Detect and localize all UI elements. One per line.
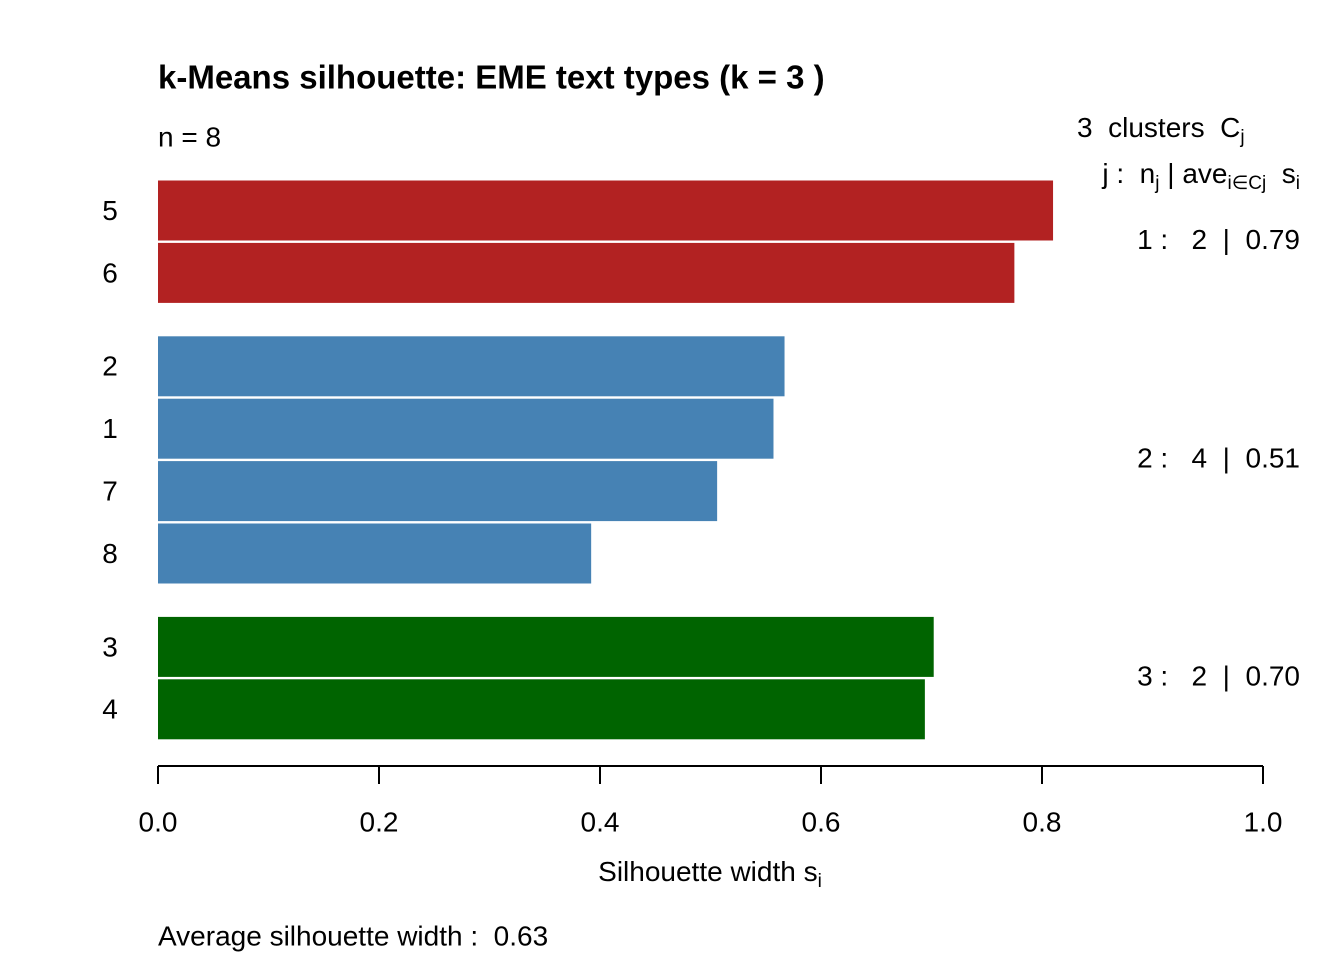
bar — [158, 336, 785, 397]
bar — [158, 180, 1054, 241]
row-label: 5 — [102, 195, 118, 226]
subscript: i — [1296, 173, 1300, 194]
text-part: s — [1266, 158, 1296, 189]
cluster-summary: 2 : 4 | 0.51 — [1137, 442, 1300, 473]
rich-text: 3 clusters Cj — [1077, 112, 1245, 148]
row-label: 8 — [102, 538, 118, 569]
subscript: j — [1239, 127, 1244, 148]
row-label: 4 — [102, 694, 118, 725]
x-tick-label: 0.2 — [360, 806, 399, 837]
row-label: 7 — [102, 475, 118, 506]
bar — [158, 242, 1015, 303]
bar — [158, 461, 718, 522]
subscript: i — [818, 871, 822, 892]
x-tick-label: 0.0 — [139, 806, 178, 837]
bar — [158, 616, 934, 677]
bar — [158, 679, 925, 740]
subtitle: n = 8 — [158, 121, 221, 152]
row-label: 2 — [102, 351, 118, 382]
bar — [158, 398, 774, 459]
x-tick-label: 0.6 — [802, 806, 841, 837]
row-label: 6 — [102, 257, 118, 288]
x-tick-label: 1.0 — [1244, 806, 1283, 837]
x-tick-label: 0.8 — [1023, 806, 1062, 837]
cluster-summary: 3 : 2 | 0.70 — [1137, 660, 1300, 691]
rich-text: j : nj | avei∈Cj si — [1101, 158, 1300, 194]
footer: Average silhouette width : 0.63 — [158, 920, 548, 951]
text-part: | ave — [1160, 158, 1228, 189]
text-part: j : n — [1101, 158, 1155, 189]
x-tick-label: 0.4 — [581, 806, 620, 837]
row-label: 1 — [102, 413, 118, 444]
bar — [158, 523, 592, 584]
subscript: j — [1154, 173, 1159, 194]
text-part: Silhouette width s — [598, 856, 817, 887]
subscript: i∈Cj — [1227, 173, 1266, 194]
chart-title: k-Means silhouette: EME text types (k = … — [158, 59, 825, 96]
cluster-summary: 1 : 2 | 0.79 — [1137, 224, 1300, 255]
row-label: 3 — [102, 631, 118, 662]
rich-text: Silhouette width si — [598, 856, 822, 892]
text-part: 3 clusters C — [1077, 112, 1240, 143]
